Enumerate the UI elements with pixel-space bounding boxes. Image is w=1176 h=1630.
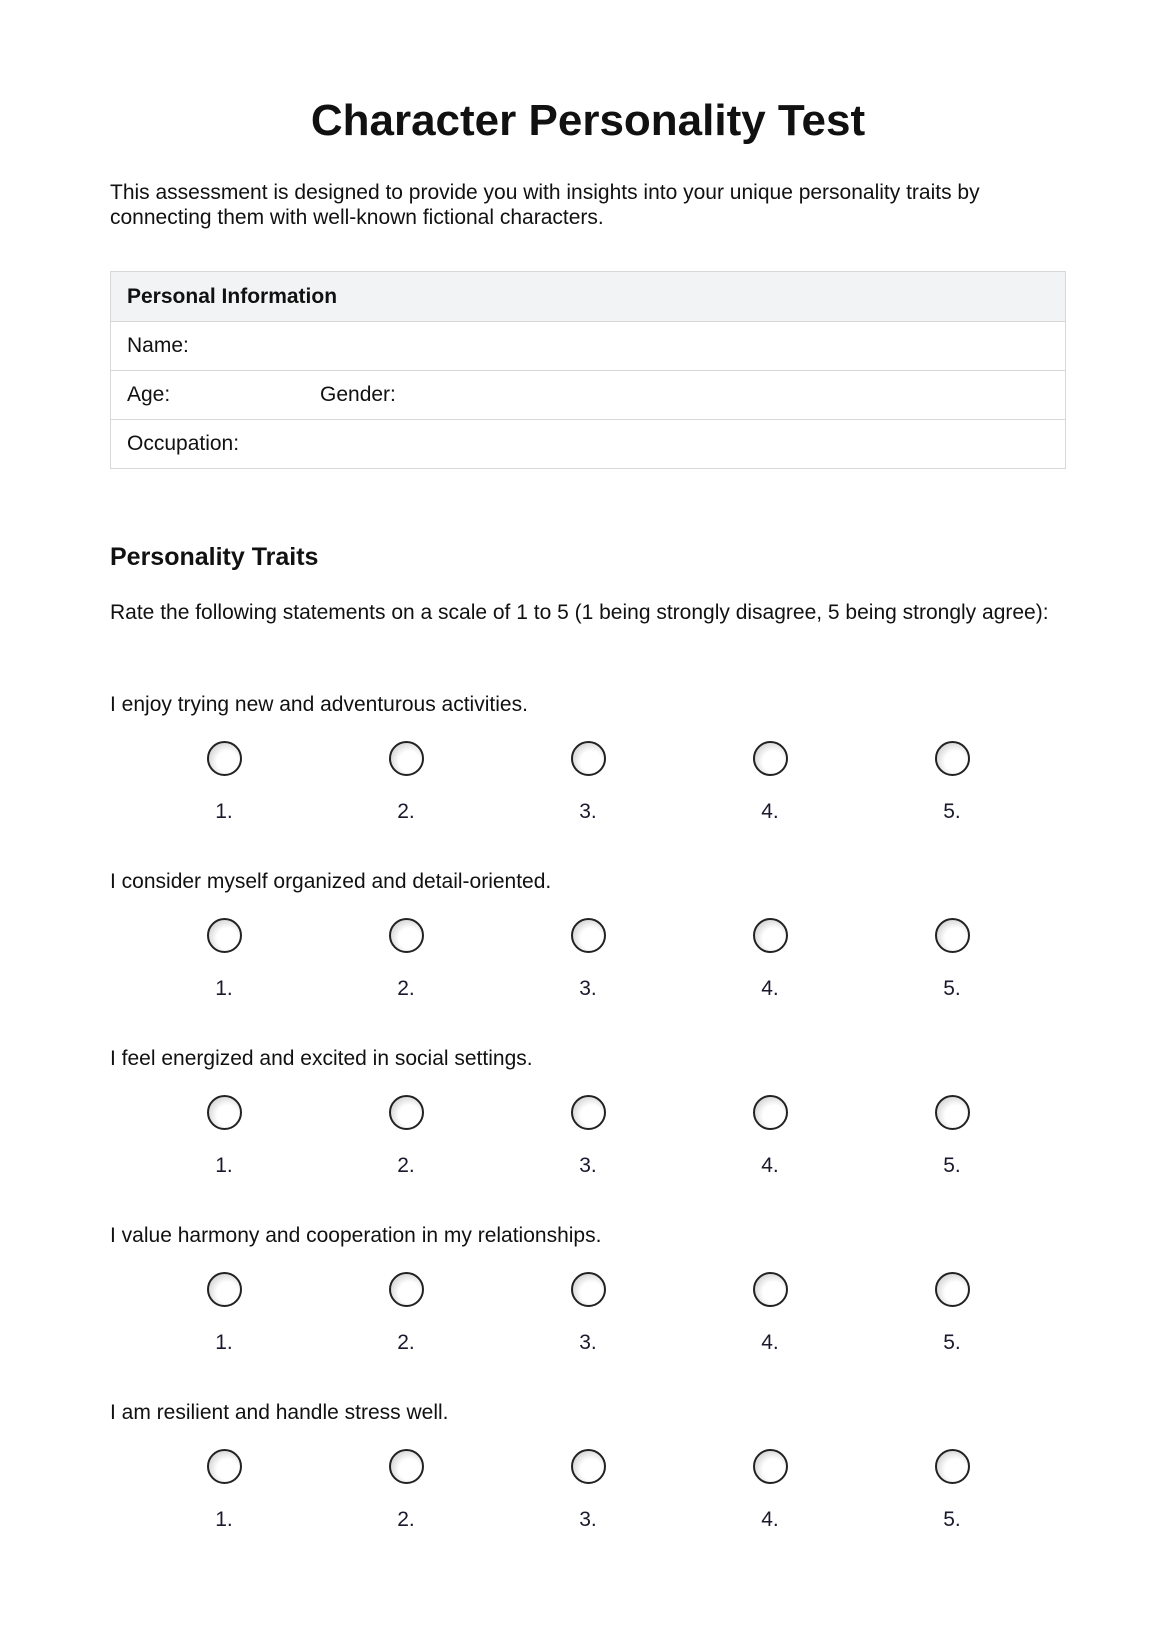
radio-button[interactable] xyxy=(570,1272,606,1307)
rating-option[interactable]: 2. xyxy=(376,918,436,1001)
radio-button[interactable] xyxy=(934,918,970,953)
rating-label: 2. xyxy=(397,1154,415,1177)
rating-option[interactable]: 1. xyxy=(194,918,254,1001)
rating-label: 2. xyxy=(397,977,415,1000)
occupation-label: Occupation: xyxy=(127,432,240,455)
page-title: Character Personality Test xyxy=(310,96,866,145)
radio-button[interactable] xyxy=(934,1449,970,1484)
rating-label: 5. xyxy=(943,977,961,1000)
radio-button[interactable] xyxy=(388,1449,424,1484)
rating-label: 5. xyxy=(943,1331,961,1354)
radio-button[interactable] xyxy=(752,1272,788,1307)
rating-label: 2. xyxy=(397,1331,415,1354)
intro-text: This assessment is designed to provide y… xyxy=(110,181,980,229)
rating-option[interactable]: 3. xyxy=(558,1449,618,1532)
rating-option[interactable]: 2. xyxy=(376,1272,436,1355)
rating-option[interactable]: 4. xyxy=(740,1095,800,1178)
rating-option[interactable]: 4. xyxy=(740,918,800,1001)
rating-option[interactable]: 3. xyxy=(558,741,618,824)
rating-label: 5. xyxy=(943,1154,961,1177)
rating-label: 4. xyxy=(761,1331,779,1354)
rating-option[interactable]: 5. xyxy=(922,1095,982,1178)
radio-button[interactable] xyxy=(206,1095,242,1130)
question-text: I consider myself organized and detail-o… xyxy=(110,870,552,893)
radio-button[interactable] xyxy=(206,1272,242,1307)
question: I value harmony and cooperation in my re… xyxy=(110,1224,1070,1394)
rating-label: 1. xyxy=(215,1331,233,1354)
rating-option[interactable]: 2. xyxy=(376,1095,436,1178)
radio-button[interactable] xyxy=(934,1272,970,1307)
rating-option[interactable]: 3. xyxy=(558,1095,618,1178)
age-gender-row[interactable]: Age: Gender: xyxy=(110,370,1066,420)
rating-label: 5. xyxy=(943,800,961,823)
radio-button[interactable] xyxy=(570,918,606,953)
question: I consider myself organized and detail-o… xyxy=(110,870,1070,1040)
rating-option[interactable]: 5. xyxy=(922,918,982,1001)
radio-button[interactable] xyxy=(752,1095,788,1130)
radio-button[interactable] xyxy=(752,918,788,953)
personal-info-table: Personal Information Name: Age: Gender: O… xyxy=(110,271,1066,469)
question-text: I am resilient and handle stress well. xyxy=(110,1401,449,1424)
question: I enjoy trying new and adventurous activ… xyxy=(110,693,1070,863)
radio-button[interactable] xyxy=(388,1272,424,1307)
rating-option[interactable]: 1. xyxy=(194,1449,254,1532)
rating-label: 1. xyxy=(215,800,233,823)
radio-button[interactable] xyxy=(570,1095,606,1130)
rating-label: 3. xyxy=(579,1154,597,1177)
rating-option[interactable]: 2. xyxy=(376,1449,436,1532)
rating-option[interactable]: 4. xyxy=(740,1449,800,1532)
rating-option[interactable]: 3. xyxy=(558,918,618,1001)
name-label: Name: xyxy=(127,334,189,357)
rating-label: 4. xyxy=(761,800,779,823)
radio-button[interactable] xyxy=(752,741,788,776)
personal-info-header: Personal Information xyxy=(110,271,1066,322)
radio-button[interactable] xyxy=(206,918,242,953)
question-text: I value harmony and cooperation in my re… xyxy=(110,1224,602,1247)
radio-button[interactable] xyxy=(752,1449,788,1484)
radio-button[interactable] xyxy=(388,1095,424,1130)
rating-option[interactable]: 3. xyxy=(558,1272,618,1355)
radio-button[interactable] xyxy=(206,1449,242,1484)
name-field[interactable]: Name: xyxy=(110,321,1066,371)
question: I feel energized and excited in social s… xyxy=(110,1047,1070,1217)
radio-button[interactable] xyxy=(570,741,606,776)
rating-label: 4. xyxy=(761,1154,779,1177)
rating-label: 1. xyxy=(215,1508,233,1531)
radio-button[interactable] xyxy=(388,741,424,776)
rating-label: 1. xyxy=(215,1154,233,1177)
rating-label: 4. xyxy=(761,1508,779,1531)
radio-button[interactable] xyxy=(388,918,424,953)
radio-button[interactable] xyxy=(206,741,242,776)
rating-label: 4. xyxy=(761,977,779,1000)
rating-option[interactable]: 5. xyxy=(922,1449,982,1532)
rating-option[interactable]: 2. xyxy=(376,741,436,824)
rating-label: 5. xyxy=(943,1508,961,1531)
rating-label: 3. xyxy=(579,1508,597,1531)
radio-button[interactable] xyxy=(934,1095,970,1130)
rating-option[interactable]: 4. xyxy=(740,1272,800,1355)
question: I am resilient and handle stress well. 1.… xyxy=(110,1401,1070,1571)
rating-label: 2. xyxy=(397,800,415,823)
rating-option[interactable]: 5. xyxy=(922,741,982,824)
radio-button[interactable] xyxy=(934,741,970,776)
rating-option[interactable]: 5. xyxy=(922,1272,982,1355)
section-heading: Personality Traits xyxy=(110,543,319,571)
rating-label: 2. xyxy=(397,1508,415,1531)
rating-label: 3. xyxy=(579,1331,597,1354)
rating-label: 3. xyxy=(579,800,597,823)
question-text: I enjoy trying new and adventurous activ… xyxy=(110,693,528,716)
rating-label: 1. xyxy=(215,977,233,1000)
rating-option[interactable]: 1. xyxy=(194,741,254,824)
gender-label: Gender: xyxy=(320,383,396,406)
rating-option[interactable]: 4. xyxy=(740,741,800,824)
occupation-field[interactable]: Occupation: xyxy=(110,419,1066,469)
question-text: I feel energized and excited in social s… xyxy=(110,1047,533,1070)
age-label: Age: xyxy=(127,383,171,406)
rating-option[interactable]: 1. xyxy=(194,1272,254,1355)
rating-label: 3. xyxy=(579,977,597,1000)
rating-option[interactable]: 1. xyxy=(194,1095,254,1178)
instructions: Rate the following statements on a scale… xyxy=(110,601,1049,624)
radio-button[interactable] xyxy=(570,1449,606,1484)
